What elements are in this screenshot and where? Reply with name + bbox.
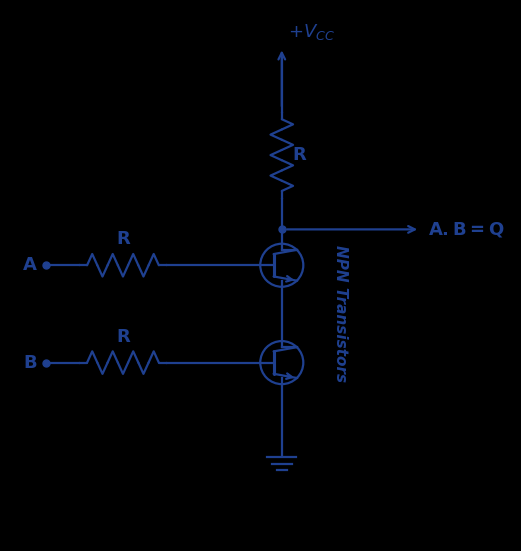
Text: NPN Transistors: NPN Transistors [333, 245, 348, 382]
Text: R: R [116, 230, 130, 249]
Text: R: R [116, 328, 130, 345]
Text: $\mathbf{A.B = Q}$: $\mathbf{A.B = Q}$ [428, 220, 504, 239]
Text: R: R [292, 146, 306, 164]
Text: B: B [23, 354, 37, 371]
Text: A: A [23, 256, 37, 274]
Text: $+V_{CC}$: $+V_{CC}$ [288, 23, 335, 42]
